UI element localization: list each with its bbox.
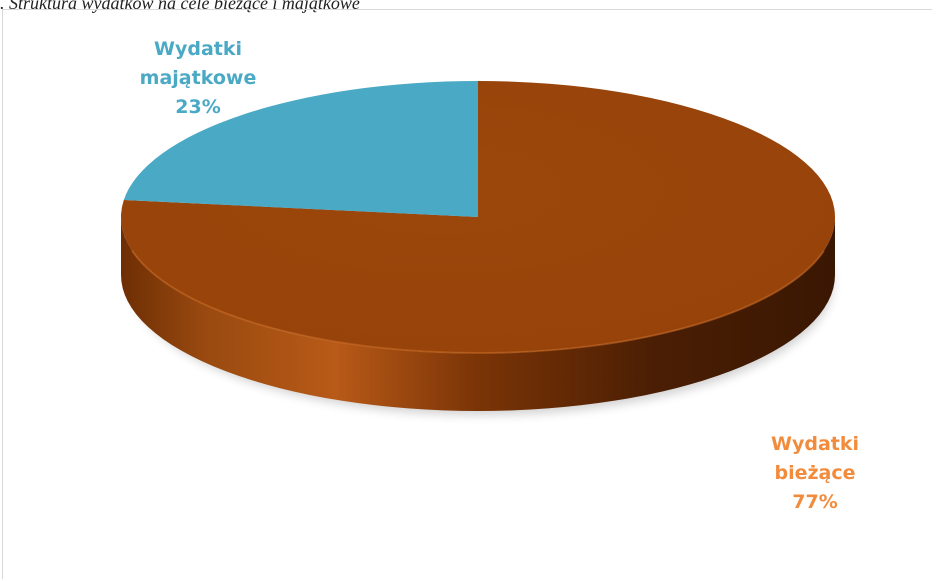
label-majatkowe-percent: 23% (175, 96, 220, 118)
pie-rim-highlight (131, 250, 825, 354)
label-majatkowe-name-line2: majątkowe (140, 67, 257, 89)
pie-side-wall (121, 217, 835, 411)
chart-frame (2, 9, 932, 579)
label-biezace-name-line2: bieżące (774, 462, 855, 484)
label-majatkowe-name-line1: Wydatki (154, 38, 242, 60)
label-biezace-name-line1: Wydatki (771, 433, 859, 455)
pie-slice-biezace (120, 81, 836, 353)
pie-slice-majatkowe (123, 81, 478, 217)
label-biezace-percent: 77% (792, 491, 837, 513)
